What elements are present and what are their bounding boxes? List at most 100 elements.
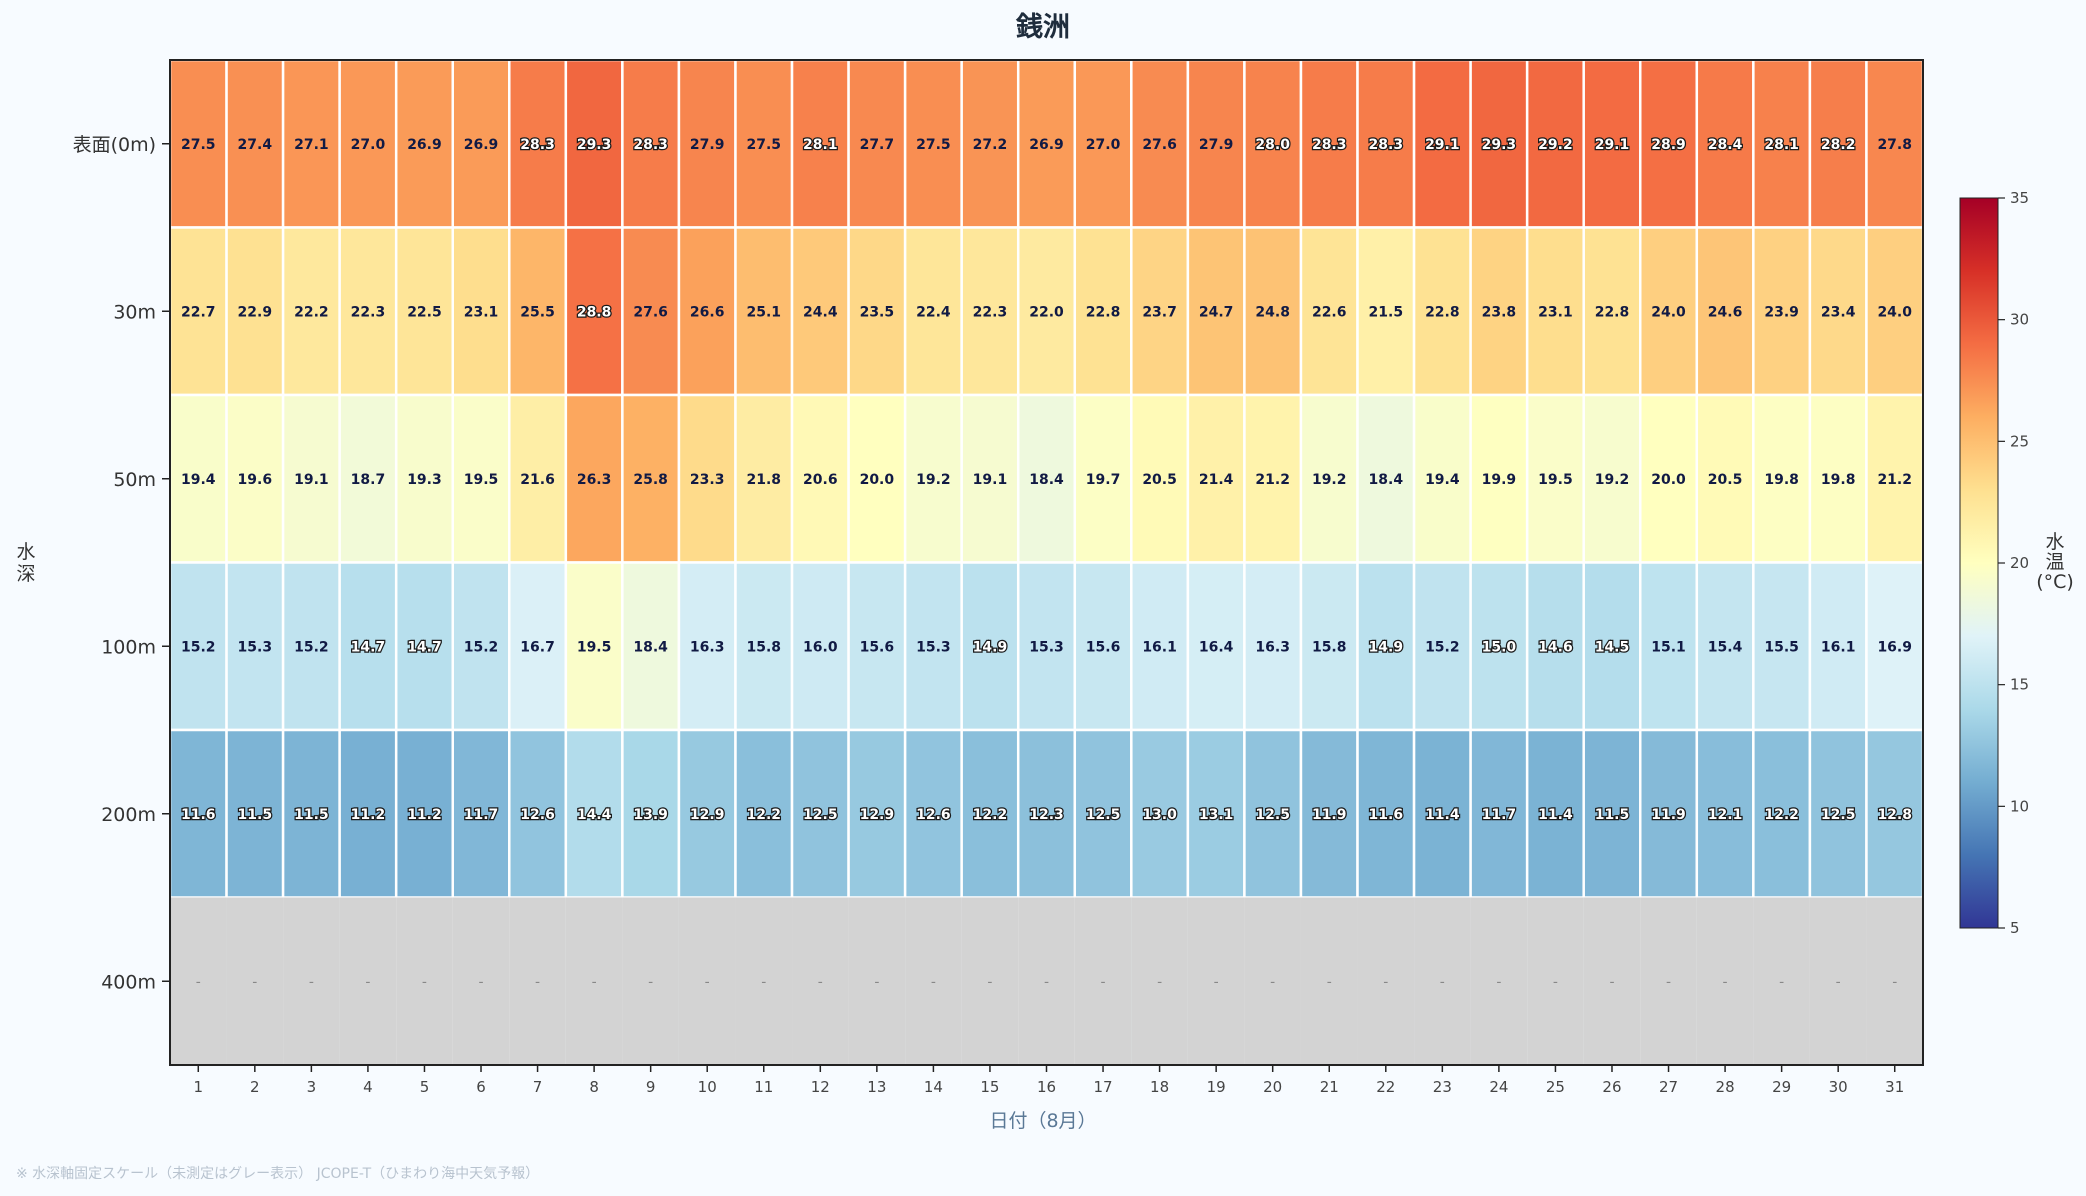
cell-value-label: 27.6 [1142, 137, 1177, 153]
cell-value-label: 20.5 [1142, 472, 1177, 488]
cell-value-label: 18.4 [633, 639, 668, 655]
heatmap-cell [960, 226, 1020, 397]
heatmap-cell [1469, 226, 1529, 397]
x-tick-label: 4 [363, 1078, 373, 1096]
x-tick-label: 3 [307, 1078, 317, 1096]
heatmap-cell [1866, 897, 1923, 1065]
heatmap-cell [734, 393, 794, 564]
x-tick-label: 25 [1546, 1078, 1565, 1096]
cell-value-label: 23.3 [690, 472, 725, 488]
cell-value-label: 23.5 [860, 304, 895, 320]
heatmap-cell [1469, 728, 1529, 899]
cell-value-label: - [592, 974, 597, 990]
heatmap-cell [790, 393, 850, 564]
cell-value-label: - [874, 974, 879, 990]
heatmap-cell [508, 393, 568, 564]
cell-value-label: 26.9 [464, 137, 499, 153]
heatmap-cell [1582, 393, 1642, 564]
cell-value-label: 15.3 [238, 639, 273, 655]
cell-value-label: 15.2 [1425, 639, 1460, 655]
x-tick-label: 21 [1320, 1078, 1339, 1096]
heatmap-cell [1414, 897, 1471, 1065]
cell-value-label: 11.2 [407, 807, 442, 823]
cell-value-label: 18.7 [351, 472, 386, 488]
heatmap-cell [1696, 897, 1754, 1065]
cell-value-label: - [1609, 974, 1614, 990]
heatmap-cell [1525, 728, 1585, 899]
heatmap-cell [225, 728, 285, 899]
x-tick-label: 8 [589, 1078, 599, 1096]
cell-value-label: 24.8 [1255, 304, 1290, 320]
heatmap-cell [1074, 897, 1132, 1065]
cell-value-label: 19.9 [1482, 472, 1517, 488]
cell-value-label: 20.0 [860, 472, 895, 488]
cell-value-label: 12.6 [520, 807, 555, 823]
heatmap-cell-labels: 27.5 27.4 27.1 27.0 26.9 26.9 28.3 29.3 28.3 27.9… [180, 136, 1913, 991]
heatmap-cells [168, 58, 1925, 1065]
heatmap-cell [1639, 561, 1699, 732]
cell-value-label: - [1553, 974, 1558, 990]
x-axis-title: 日付（8月） [989, 1110, 1096, 1132]
heatmap-cell [961, 897, 1019, 1065]
heatmap-cell [1187, 897, 1245, 1065]
cell-value-label: 23.8 [1482, 304, 1517, 320]
cell-value-label: 25.1 [746, 304, 781, 320]
heatmap-cell [338, 728, 398, 899]
cell-value-label: 13.1 [1199, 807, 1234, 823]
heatmap-cell [1130, 226, 1190, 397]
heatmap-cell [677, 58, 737, 229]
cell-value-label: 22.8 [1086, 304, 1121, 320]
cell-value-label: 21.2 [1877, 472, 1912, 488]
cell-value-label: 16.1 [1821, 639, 1856, 655]
colorbar-tick-label: 15 [2010, 676, 2029, 694]
heatmap-cell [1412, 728, 1472, 899]
heatmap-cell [848, 897, 906, 1065]
chart-title: 銭洲 [1015, 12, 1070, 43]
cell-value-label: 19.2 [916, 472, 951, 488]
heatmap-cell [622, 897, 679, 1065]
colorbar-tick-label: 20 [2010, 554, 2029, 572]
cell-value-label: 12.8 [1877, 807, 1912, 823]
heatmap-cell [226, 897, 284, 1065]
cell-value-label: 14.5 [1595, 639, 1630, 655]
cell-value-label: 14.7 [351, 639, 386, 655]
heatmap-cell [1809, 897, 1867, 1065]
cell-value-label: 15.2 [181, 639, 216, 655]
cell-value-label: 19.4 [181, 472, 216, 488]
cell-value-label: 15.2 [294, 639, 329, 655]
cell-value-label: 13.0 [1142, 807, 1177, 823]
cell-value-label: 25.5 [520, 304, 555, 320]
heatmap-cell [281, 728, 341, 899]
heatmap-cell [396, 897, 453, 1065]
x-tick-label: 19 [1207, 1078, 1226, 1096]
heatmap-cell [903, 226, 963, 397]
cell-value-label: 24.0 [1877, 304, 1912, 320]
cell-value-label: - [1044, 974, 1049, 990]
heatmap-cell [1525, 393, 1585, 564]
cell-value-label: 19.5 [464, 472, 499, 488]
cell-value-label: 19.5 [1538, 472, 1573, 488]
cell-value-label: 12.5 [1086, 807, 1121, 823]
cell-value-label: 19.5 [577, 639, 612, 655]
cell-value-label: 16.1 [1142, 639, 1177, 655]
x-tick-label: 27 [1659, 1078, 1678, 1096]
cell-value-label: 21.6 [520, 472, 555, 488]
colorbar-tick-label: 25 [2010, 432, 2029, 450]
heatmap-cell [1186, 226, 1246, 397]
cell-value-label: 28.8 [577, 304, 612, 320]
cell-value-label: - [1383, 974, 1388, 990]
cell-value-label: 14.4 [577, 807, 612, 823]
colorbar [1959, 197, 1999, 929]
cell-value-label: 15.3 [1029, 639, 1064, 655]
y-tick-label: 50m [113, 469, 156, 491]
heatmap-cell [1073, 393, 1133, 564]
x-tick-label: 12 [811, 1078, 830, 1096]
cell-value-label: - [1270, 974, 1275, 990]
heatmap-cell [1016, 58, 1077, 229]
heatmap-cell [1186, 561, 1246, 732]
x-tick-label: 13 [867, 1078, 886, 1096]
heatmap-cell [1865, 728, 1925, 899]
cell-value-label: 21.5 [1369, 304, 1404, 320]
heatmap-cell [903, 728, 963, 899]
heatmap-cell [903, 393, 963, 564]
